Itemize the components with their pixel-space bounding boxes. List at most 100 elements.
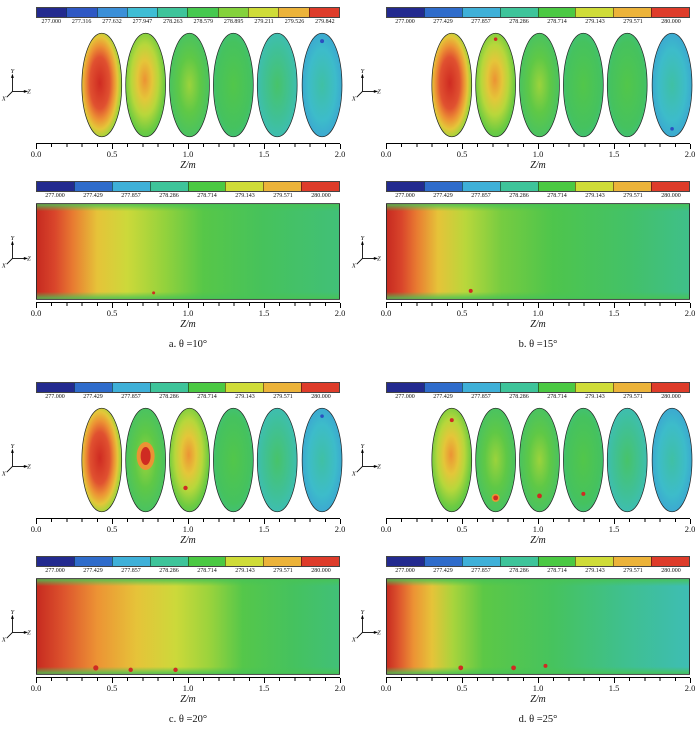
axis-tick-label: 0.0 (30, 308, 42, 318)
colorbar-tick-label: 279.571 (623, 393, 643, 400)
colorbar-tick-label: 277.857 (471, 193, 491, 199)
triad-x-label: X (351, 262, 357, 269)
colorbar-tick-label: 278.714 (547, 19, 567, 25)
triad-y-label: Y (11, 234, 16, 241)
triad-y-label: Y (361, 442, 366, 449)
colorbar-tick-label: 277.857 (471, 19, 491, 25)
colorbar-segment (263, 182, 302, 191)
colorbar-segment (651, 182, 689, 191)
colorbar-segment (217, 8, 249, 17)
colorbar-segment (301, 556, 339, 566)
panel-c: 277.000 277.429 277.857 278.286 278.714 279.1… (0, 375, 350, 749)
panel-d: 277.000 277.429 277.857 278.286 278.714 279.1… (350, 375, 700, 749)
colorbar-segment (66, 8, 97, 17)
colorbar-segment (575, 182, 614, 191)
colorbar-tick-label: 277.429 (83, 393, 103, 400)
longitudinal-plot: Y Z X (351, 577, 690, 675)
colorbar-segment (575, 556, 614, 566)
colorbar-segment (111, 382, 150, 392)
z-axis-long: 0.0 0.5 1.0 1.5 2.0 (31, 676, 345, 693)
colorbar-segment (73, 556, 112, 566)
triad-x-label: X (351, 637, 357, 644)
colorbar-segment (461, 8, 500, 17)
colorbar-segment (73, 382, 112, 392)
cross-section-plot: Y Z X (1, 404, 343, 516)
colorbar-segment (537, 8, 576, 17)
colorbar-tick-label: 279.526 (284, 19, 305, 25)
colorbar-segment (461, 182, 500, 191)
colorbar-segment (537, 182, 576, 191)
colorbar-tick-label: 277.857 (121, 567, 141, 574)
triad-z-label: Z (377, 255, 381, 262)
axis-tick-label: 0.5 (106, 149, 118, 159)
cross-colorbar (36, 381, 340, 393)
triad-x-label: X (351, 96, 357, 103)
triad-x-label: X (1, 262, 7, 269)
colorbar-segment (37, 182, 74, 191)
colorbar-segment (651, 8, 689, 17)
colorbar-tick-label: 277.000 (45, 193, 65, 199)
axis-tick-label: 1.0 (532, 682, 544, 693)
colorbar-segment (575, 8, 614, 17)
colorbar-tick-label: 277.000 (395, 393, 415, 400)
axis-tick-label: 1.5 (608, 523, 620, 534)
axis-tick-label: 2.0 (684, 308, 696, 318)
colorbar-tick-label: 278.286 (509, 567, 529, 574)
colorbar-tick-label: 279.143 (235, 393, 255, 400)
axis-tick (36, 144, 37, 149)
axis-tick-label: 0.0 (30, 523, 42, 534)
colorbar-tick-label: 278.714 (547, 393, 567, 400)
colorbar-tick-label: 280.000 (661, 567, 681, 574)
triad-x-label: X (351, 470, 357, 477)
triad-x-label: X (1, 637, 7, 644)
triad-z-label: Z (27, 255, 31, 262)
axis-tick-label: 0.0 (30, 149, 42, 159)
axis-tick-label: 2.0 (334, 149, 346, 159)
axis-tick (188, 144, 189, 149)
axis-tick-label: 1.0 (532, 523, 544, 534)
axis-tick (386, 518, 387, 524)
colorbar-segment (499, 182, 538, 191)
colorbar-tick-label: 277.857 (121, 193, 141, 199)
cross-colorbar (36, 7, 340, 18)
colorbar-segment (301, 382, 339, 392)
colorbar-segment (278, 8, 309, 17)
long-colorbar-ticks: 277.000 277.429 277.857 278.286 278.714 279.1… (36, 192, 340, 201)
z-axis-label: Z/m (180, 160, 196, 171)
axis-tick (614, 144, 615, 149)
axis-tick (690, 518, 691, 524)
axis-tick (614, 677, 615, 683)
cross-section-contours (431, 407, 693, 512)
z-axis-cross: 0.0 0.5 1.0 1.5 2.0 (31, 143, 345, 159)
axis-tick-label: 0.5 (456, 523, 468, 534)
z-axis-label: Z/m (530, 319, 546, 330)
z-axis-label: Z/m (530, 160, 546, 171)
z-axis-cross: 0.0 0.5 1.0 1.5 2.0 (381, 517, 695, 534)
axis-tick-label: 0.5 (456, 682, 468, 693)
axis-tick (188, 303, 189, 308)
cross-colorbar (386, 381, 690, 393)
triad-z-label: Z (27, 630, 31, 637)
colorbar-tick-label: 279.143 (585, 193, 605, 199)
cross-colorbar-ticks: 277.000 277.429 277.857 278.286 278.714 279.1… (36, 393, 340, 402)
colorbar-tick-label: 279.143 (585, 19, 605, 25)
colorbar-segment (537, 382, 576, 392)
triad-y-label: Y (11, 442, 16, 449)
colorbar-segment (263, 556, 302, 566)
axis-tick-label: 2.0 (684, 682, 696, 693)
axis-tick-label: 0.0 (380, 308, 392, 318)
panel-caption: c. θ =20° (168, 713, 208, 725)
colorbar-segment (111, 556, 150, 566)
long-colorbar (36, 181, 340, 192)
longitudinal-plot: Y Z X (1, 577, 340, 675)
axis-tick (188, 518, 189, 524)
colorbar-segment (301, 182, 339, 191)
axis-tick (340, 144, 341, 149)
triad-z-label: Z (27, 463, 31, 470)
colorbar-tick-label: 277.429 (83, 567, 103, 574)
colorbar-segment (263, 382, 302, 392)
triad-y-label: Y (361, 68, 366, 75)
coordinate-axes-icon: Y Z X (1, 609, 31, 644)
axis-tick-label: 0.5 (456, 149, 468, 159)
axis-tick-label: 1.5 (258, 308, 270, 318)
